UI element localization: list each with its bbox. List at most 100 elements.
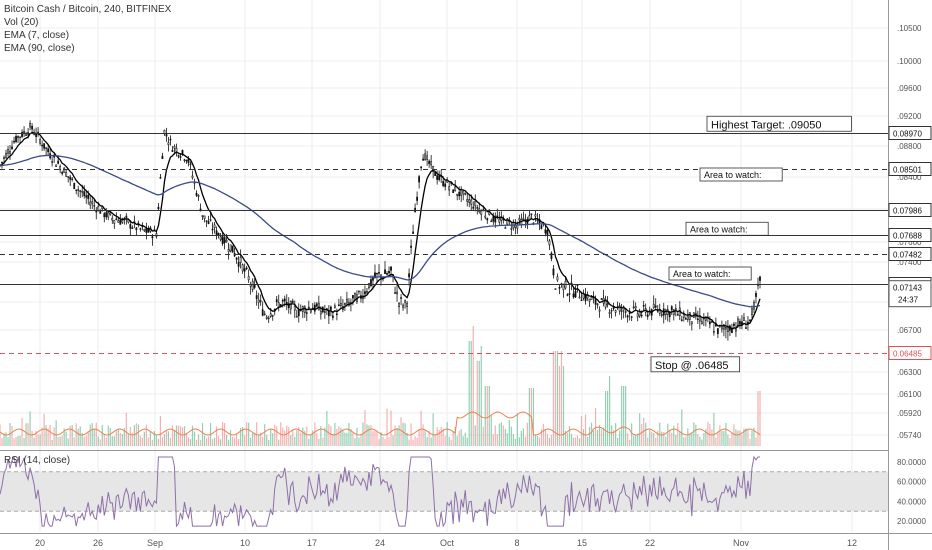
- volume-bar: [683, 437, 685, 446]
- volume-bar: [552, 351, 555, 446]
- candle: [171, 146, 174, 152]
- volume-bar: [77, 428, 79, 446]
- candle-body: [261, 309, 264, 316]
- volume-bar: [330, 426, 332, 446]
- candle: [466, 193, 469, 207]
- volume-bar: [326, 410, 328, 446]
- volume-bar: [43, 413, 45, 446]
- candle-body: [243, 268, 246, 272]
- candle: [303, 305, 306, 318]
- candle: [139, 227, 142, 232]
- candle-body: [634, 305, 637, 309]
- volume-bar: [324, 427, 326, 446]
- volume-bar: [105, 437, 107, 446]
- candle: [400, 294, 402, 306]
- candle-body: [271, 315, 274, 317]
- candle-body: [57, 160, 60, 164]
- volume-bar: [131, 433, 133, 446]
- candle-body: [420, 166, 423, 169]
- candle: [35, 127, 37, 144]
- volume-bar: [550, 434, 553, 446]
- candle: [297, 303, 300, 323]
- candle: [628, 307, 631, 321]
- candle: [33, 128, 35, 136]
- volume-bar: [400, 417, 402, 446]
- volume-bar: [338, 426, 340, 446]
- volume-bar: [308, 438, 310, 446]
- candle-body: [682, 314, 685, 318]
- candle-body: [235, 257, 238, 260]
- candle-body: [416, 196, 418, 201]
- candle-body: [93, 204, 96, 207]
- candle-body: [534, 214, 537, 217]
- volume-bar: [384, 439, 386, 446]
- candle: [572, 286, 575, 299]
- volume-bar: [643, 417, 645, 446]
- volume-bar: [225, 434, 228, 446]
- time-tick-label: 15: [577, 538, 587, 548]
- volume-bar: [101, 425, 103, 446]
- time-tick-label: 20: [35, 538, 45, 548]
- candle: [161, 152, 164, 160]
- candle: [568, 284, 571, 303]
- candle-body: [305, 312, 308, 314]
- candle-body: [291, 300, 294, 303]
- volume-bar: [633, 435, 635, 446]
- candle: [265, 315, 268, 320]
- candle: [712, 323, 715, 336]
- level-label-box: [888, 346, 932, 360]
- candle-body: [710, 321, 713, 323]
- volume-bar: [11, 426, 13, 446]
- candle: [145, 222, 148, 240]
- candle: [129, 220, 132, 236]
- volume-bar: [613, 429, 615, 446]
- volume-bar: [228, 439, 230, 446]
- candle: [616, 301, 619, 310]
- candle-body: [504, 227, 507, 229]
- candle: [684, 316, 687, 320]
- volume-bar: [195, 439, 198, 446]
- volume-bar: [757, 391, 759, 446]
- candle-body: [638, 311, 641, 317]
- volume-bar: [456, 435, 458, 446]
- volume-bar: [548, 437, 551, 446]
- price-levels: 0.08970 0.08501 0.07986 0.07688 0.07482 0.071…: [0, 126, 932, 360]
- volume-bar: [520, 430, 522, 446]
- candle-body: [7, 149, 9, 154]
- candle: [743, 312, 745, 322]
- candle: [51, 156, 54, 167]
- volume-bar: [542, 423, 545, 446]
- volume-bar: [594, 408, 597, 446]
- candle: [686, 309, 689, 323]
- annotation-text: Highest Target: .09050: [711, 119, 821, 131]
- candle-body: [386, 273, 388, 275]
- volume-bar: [406, 432, 408, 446]
- volume-bar: [568, 426, 571, 446]
- volume-bar: [615, 423, 617, 446]
- candle: [538, 214, 541, 231]
- candle: [729, 324, 731, 337]
- volume-bar: [201, 422, 204, 446]
- candle-body: [712, 330, 715, 333]
- volume-bar: [310, 434, 312, 446]
- candle: [159, 174, 162, 179]
- candle: [348, 298, 350, 307]
- volume-bar: [91, 422, 93, 446]
- volume-bar: [71, 425, 73, 446]
- price-tick-label: .07600: [897, 238, 922, 247]
- volume-bar: [378, 439, 380, 446]
- candle-body: [303, 306, 306, 313]
- candle: [558, 284, 561, 295]
- candle: [472, 201, 475, 211]
- candle: [342, 299, 344, 313]
- volume-bar: [250, 437, 252, 446]
- volume-bar: [15, 437, 17, 446]
- annotation-box: [685, 221, 769, 236]
- candle-body: [486, 218, 489, 221]
- candle: [739, 318, 741, 330]
- candle-body: [15, 135, 17, 142]
- candle: [263, 310, 266, 316]
- candle-body: [344, 303, 346, 305]
- candle: [301, 305, 304, 319]
